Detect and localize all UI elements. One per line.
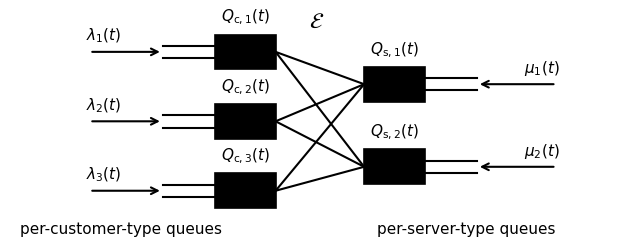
Bar xyxy=(214,104,276,139)
Bar xyxy=(364,67,425,101)
Text: $Q_{\mathrm{c},2}(t)$: $Q_{\mathrm{c},2}(t)$ xyxy=(221,77,269,97)
Text: $\mu_1(t)$: $\mu_1(t)$ xyxy=(524,59,559,78)
Text: $\mu_2(t)$: $\mu_2(t)$ xyxy=(524,142,559,161)
Text: $\mathcal{E}$: $\mathcal{E}$ xyxy=(309,11,324,33)
Text: $\lambda_3(t)$: $\lambda_3(t)$ xyxy=(86,166,122,184)
Text: $Q_{\mathrm{c},3}(t)$: $Q_{\mathrm{c},3}(t)$ xyxy=(221,147,269,166)
Bar xyxy=(364,149,425,184)
Text: $\lambda_2(t)$: $\lambda_2(t)$ xyxy=(86,97,122,115)
Text: $Q_{\mathrm{s},1}(t)$: $Q_{\mathrm{s},1}(t)$ xyxy=(370,40,419,60)
Text: $Q_{\mathrm{s},2}(t)$: $Q_{\mathrm{s},2}(t)$ xyxy=(370,123,419,142)
Text: $Q_{\mathrm{c},1}(t)$: $Q_{\mathrm{c},1}(t)$ xyxy=(221,8,269,27)
Text: per-server-type queues: per-server-type queues xyxy=(377,222,556,237)
Text: $\lambda_1(t)$: $\lambda_1(t)$ xyxy=(86,27,122,46)
Bar xyxy=(214,173,276,208)
Bar xyxy=(214,35,276,69)
Text: per-customer-type queues: per-customer-type queues xyxy=(20,222,223,237)
